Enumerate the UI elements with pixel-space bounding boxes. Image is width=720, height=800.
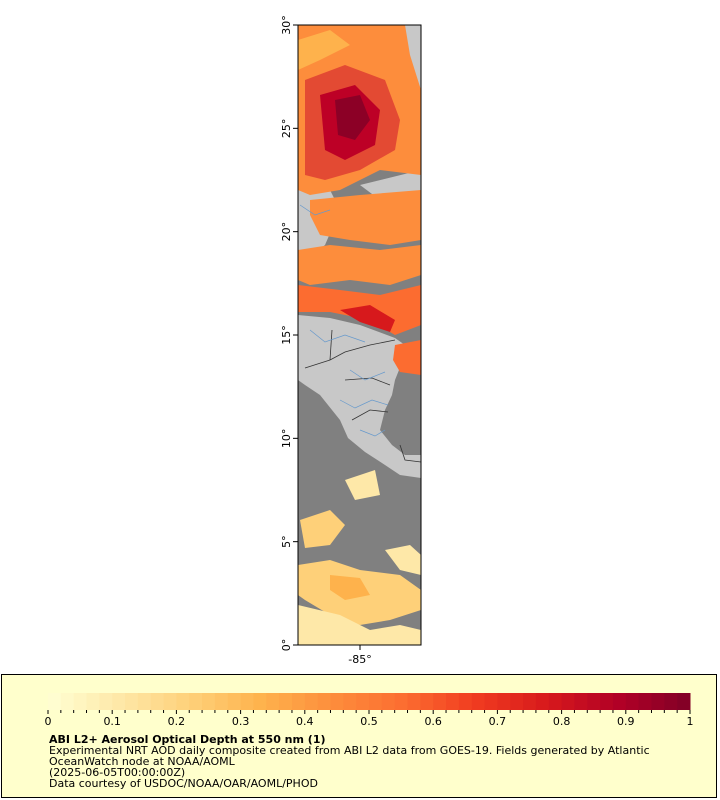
colorbar-cell xyxy=(664,693,678,710)
colorbar-cell xyxy=(279,693,293,710)
colorbar-cell xyxy=(574,693,588,710)
colorbar-tick-label: 0.6 xyxy=(424,715,442,728)
colorbar-cell xyxy=(433,693,447,710)
colorbar-cell xyxy=(137,693,152,710)
colorbar-cell xyxy=(291,693,306,710)
colorbar-cell xyxy=(150,693,165,710)
colorbar-cell xyxy=(356,693,370,710)
colorbar-cell xyxy=(330,693,344,710)
lat-tick-label: 20° xyxy=(280,222,293,242)
colorbar-cell xyxy=(510,693,524,710)
colorbar-cell xyxy=(73,693,88,710)
lat-tick-label: 30° xyxy=(280,15,293,35)
colorbar-cell xyxy=(638,693,652,710)
colorbar-tick-label: 0.7 xyxy=(489,715,507,728)
colorbar-tick-label: 0 xyxy=(45,715,52,728)
legend-description-line2: OceanWatch node at NOAA/AOML xyxy=(49,755,235,768)
lon-tick-label: -85° xyxy=(348,653,371,665)
colorbar-cell xyxy=(587,693,601,710)
rivers xyxy=(299,204,389,437)
colorbar-cell xyxy=(99,693,113,710)
colorbar-tick-label: 0.1 xyxy=(103,715,121,728)
legend-panel: 0 0.1 0.2 0.3 0.4 0.5 0.6 0.7 0.8 0.9 1 ABI L2+ Ae… xyxy=(1,674,717,798)
colorbar-cell xyxy=(548,693,563,710)
colorbar-cell xyxy=(561,693,575,710)
colorbar-cell xyxy=(471,693,486,710)
colorbar-cell xyxy=(420,693,434,710)
aod-layer xyxy=(298,25,421,645)
colorbar-cell xyxy=(446,693,460,710)
colorbar-tick-label: 0.5 xyxy=(360,715,378,728)
latitude-axis: 0° 5° 10° 15° 20° 25° 30° xyxy=(280,15,298,651)
lat-tick-label: 10° xyxy=(280,429,293,449)
legend-title: ABI L2+ Aerosol Optical Depth at 550 nm … xyxy=(49,733,326,746)
colorbar-cell xyxy=(497,693,511,710)
colorbar-cell xyxy=(189,693,203,710)
lat-tick-label: 25° xyxy=(280,119,293,139)
colorbar-tick-label: 0.2 xyxy=(168,715,186,728)
colorbar-cell xyxy=(407,693,421,710)
colorbar-tick-label: 0.8 xyxy=(553,715,571,728)
colorbar-cell xyxy=(600,693,614,710)
colorbar-tick-label: 1 xyxy=(687,715,694,728)
colorbar-tick-label: 0.4 xyxy=(296,715,314,728)
colorbar-cell xyxy=(202,693,216,710)
colorbar-cell xyxy=(612,693,627,710)
longitude-axis: -85° xyxy=(348,645,372,665)
colorbar-tick-label: 0.3 xyxy=(232,715,250,728)
colorbar-cell xyxy=(677,693,691,710)
lat-tick-label: 0° xyxy=(280,639,293,652)
colorbar-cell xyxy=(214,693,229,710)
colorbar-cell xyxy=(112,693,126,710)
colorbar-cell xyxy=(253,693,267,710)
colorbar-cell xyxy=(86,693,100,710)
colorbar: 0 0.1 0.2 0.3 0.4 0.5 0.6 0.7 0.8 0.9 1 xyxy=(45,693,694,728)
colorbar-cell xyxy=(484,693,498,710)
legend-credit: Data courtesy of USDOC/NOAA/OAR/AOML/PHO… xyxy=(49,777,318,790)
legend-description-line1: Experimental NRT AOD daily composite cre… xyxy=(49,744,650,757)
colorbar-tick-label: 0.9 xyxy=(617,715,635,728)
colorbar-cell xyxy=(60,693,75,710)
colorbar-cell xyxy=(394,693,409,710)
colorbar-cell xyxy=(240,693,254,710)
colorbar-cell xyxy=(381,693,396,710)
map-area: 0° 5° 10° 15° 20° 25° 30° -85° xyxy=(280,15,422,665)
colorbar-cell xyxy=(176,693,190,710)
colorbar-cell xyxy=(48,693,62,710)
colorbar-cell xyxy=(343,693,357,710)
colorbar-cell xyxy=(523,693,537,710)
colorbar-cell xyxy=(227,693,242,710)
colorbar-cell xyxy=(304,693,319,710)
lat-tick-label: 5° xyxy=(280,535,293,548)
colorbar-cell xyxy=(369,693,383,710)
lat-tick-label: 15° xyxy=(280,325,293,345)
colorbar-cell xyxy=(125,693,139,710)
colorbar-cell xyxy=(535,693,550,710)
colorbar-cell xyxy=(625,693,640,710)
colorbar-cell xyxy=(266,693,280,710)
colorbar-cell xyxy=(651,693,665,710)
colorbar-cell xyxy=(458,693,473,710)
legend-date: (2025-06-05T00:00:00Z) xyxy=(49,766,186,779)
country-borders xyxy=(304,329,421,463)
aod-map: 0° 5° 10° 15° 20° 25° 30° -85° xyxy=(280,15,422,665)
colorbar-cell xyxy=(163,693,177,710)
colorbar-cell xyxy=(317,693,331,710)
